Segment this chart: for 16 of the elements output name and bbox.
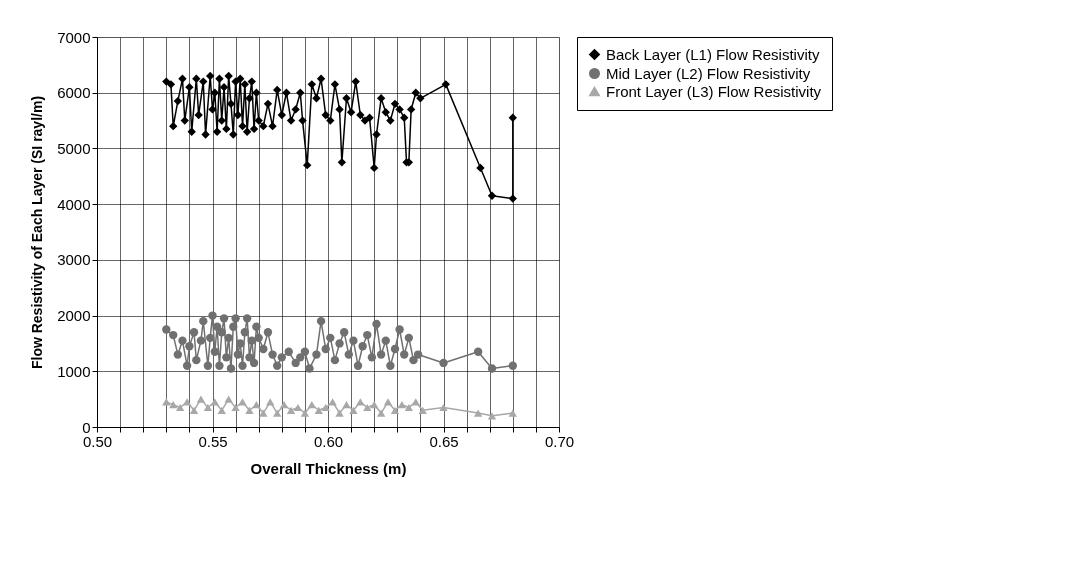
x-tick-label: 0.65 [429,432,459,450]
y-axis-title: Flow Resistivity of Each Layer (SI rayl/m) [29,95,46,370]
y-tick-label: 6000 [57,84,91,102]
y-tick-label: 5000 [57,139,91,157]
y-tick-label: 2000 [57,307,91,325]
legend-label: Front Layer (L3) Flow Resistivity [606,82,822,100]
y-tick-label: 7000 [57,28,91,46]
x-tick-label: 0.70 [544,432,575,450]
y-tick-label: 4000 [57,195,91,213]
legend-label: Mid Layer (L2) Flow Resistivity [606,64,811,82]
x-axis-title: Overall Thickness (m) [250,459,407,477]
y-tick-label: 3000 [57,251,91,269]
legend-label: Back Layer (L1) Flow Resistivity [606,45,820,63]
x-tick-label: 0.60 [313,432,344,450]
y-tick-label: 1000 [57,362,91,380]
x-tick-label: 0.55 [198,432,228,450]
